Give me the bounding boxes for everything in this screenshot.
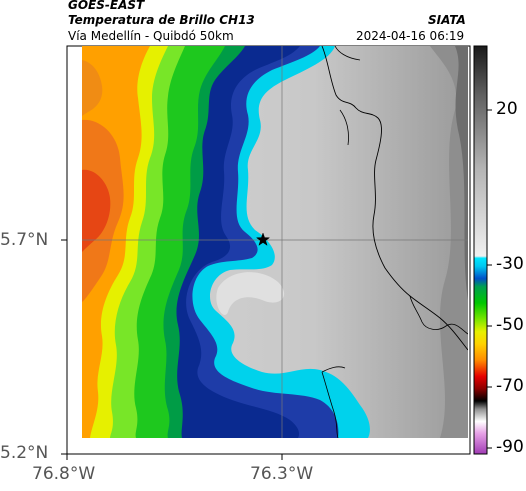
map-image — [82, 46, 468, 438]
product-title: Temperatura de Brillo CH13 — [68, 13, 255, 27]
colorbar-label-minus-70: -70 — [496, 376, 524, 396]
colorbar-label-minus-30: -30 — [496, 254, 524, 274]
timestamp-label: 2024-04-16 06:19 — [356, 29, 465, 43]
satellite-title: GOES-EAST — [68, 0, 145, 12]
colorbar-label-minus-90: -90 — [496, 437, 524, 457]
lon-label-76-8: 76.8°W — [32, 464, 96, 484]
city-marker-icon — [255, 232, 271, 246]
colorbar — [473, 45, 488, 455]
colorbar-label-minus-50: -50 — [496, 315, 524, 335]
region-subtitle: Vía Medellín - Quibdó 50km — [68, 29, 234, 43]
lon-label-76-3: 76.3°W — [250, 464, 314, 484]
lat-label-5-2: 5.2°N — [0, 443, 49, 463]
org-label: SIATA — [428, 13, 466, 27]
lat-label-5-7: 5.7°N — [0, 230, 49, 250]
colorbar-label-20: 20 — [496, 99, 518, 119]
